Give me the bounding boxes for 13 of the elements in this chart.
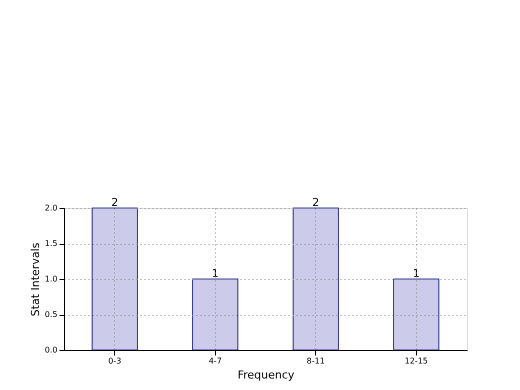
y-tick-label: 0.0 [44, 346, 58, 354]
x-axis-title: Frequency [238, 368, 295, 382]
y-tick-label: 1.0 [44, 274, 58, 284]
y-tick-label: 2.0 [44, 204, 58, 212]
data-label: 2 [111, 196, 118, 209]
y-tick-label: 0.5 [44, 310, 58, 319]
x-tick-label: 0-3 [108, 356, 122, 366]
y-tick-label: 1.5 [44, 239, 58, 248]
data-label: 2 [312, 196, 320, 209]
y-axis-title: Stat Intervals [28, 242, 42, 316]
x-tick-label: 12-15 [404, 356, 428, 366]
x-tick-label: 4-7 [208, 356, 222, 366]
x-tick-label: 8-11 [306, 356, 325, 366]
